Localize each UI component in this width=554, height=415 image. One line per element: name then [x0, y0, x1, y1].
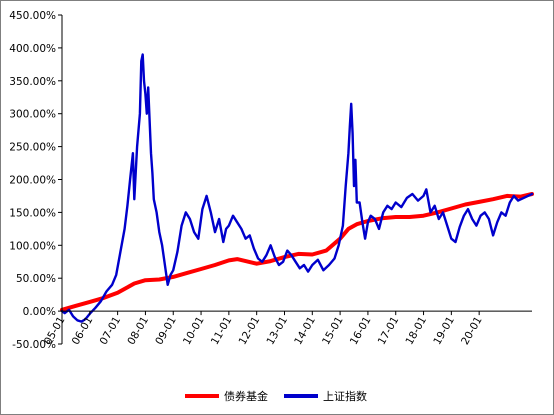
x-tick-label: 19-01: [431, 315, 457, 347]
y-tick-label: 450.00%: [9, 10, 56, 22]
y-tick-label: 100.00%: [9, 240, 56, 252]
series-layer: [60, 53, 534, 323]
x-tick-label: 17-01: [376, 315, 402, 347]
x-tick-label: 08-01: [125, 315, 151, 347]
x-tick-label: 18-01: [403, 315, 429, 347]
y-tick-group: -50.00% 0.00% 50.00% 100.00% 150.00% 200.00% 2…: [9, 10, 62, 351]
series-line-1: [60, 53, 534, 323]
y-tick-label: 50.00%: [16, 273, 56, 285]
x-tick-group: 05-01 06-01 07-01 08-01 09-01 10-01 11-01 12-01…: [42, 311, 485, 347]
y-tick-label: 0.00%: [23, 306, 56, 318]
x-tick-label: 16-01: [348, 315, 374, 347]
y-tick-label: 350.00%: [9, 76, 56, 88]
x-tick-label: 14-01: [292, 315, 318, 347]
y-tick-label: 150.00%: [9, 207, 56, 219]
x-tick-label: 05-01: [42, 315, 68, 347]
x-tick-label: 12-01: [237, 315, 263, 347]
y-tick-label: 200.00%: [9, 175, 56, 187]
x-tick-label: 06-01: [70, 315, 96, 347]
x-tick-label: 15-01: [320, 315, 346, 347]
y-tick-label: 400.00%: [9, 43, 56, 55]
y-tick-label: 300.00%: [9, 109, 56, 121]
x-tick-label: 07-01: [98, 315, 124, 347]
x-tick-label: 13-01: [264, 315, 290, 347]
series-line-0: [60, 192, 534, 312]
legend-label-1: 上证指数: [323, 389, 367, 403]
x-tick-label: 11-01: [209, 315, 235, 347]
legend: 债券基金 上证指数: [185, 389, 367, 403]
x-tick-label: 10-01: [181, 315, 207, 347]
x-tick-label: 09-01: [153, 315, 179, 347]
x-tick-label: 20-01: [459, 315, 485, 347]
y-tick-label: 250.00%: [9, 142, 56, 154]
y-tick-label: -50.00%: [12, 339, 56, 351]
legend-label-0: 债券基金: [224, 389, 268, 403]
